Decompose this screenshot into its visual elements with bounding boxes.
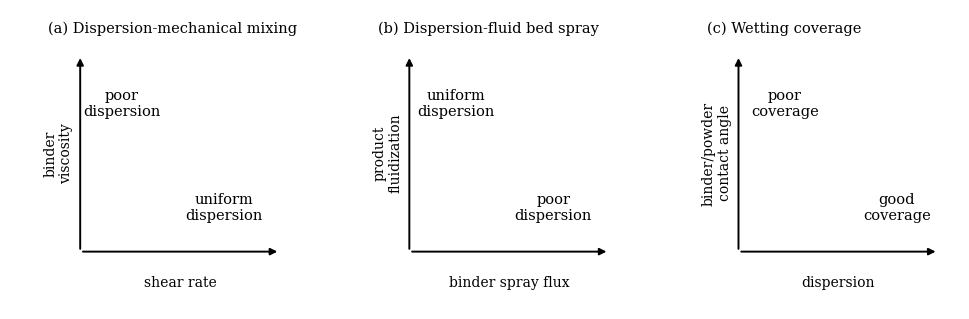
Text: uniform
dispersion: uniform dispersion xyxy=(417,89,494,119)
Text: product
fluidization: product fluidization xyxy=(372,114,402,193)
Text: (b) Dispersion-fluid bed spray: (b) Dispersion-fluid bed spray xyxy=(377,21,598,36)
Text: (c) Wetting coverage: (c) Wetting coverage xyxy=(706,21,860,36)
Text: binder spray flux: binder spray flux xyxy=(449,276,569,290)
Text: binder
viscosity: binder viscosity xyxy=(43,123,74,184)
Text: poor
coverage: poor coverage xyxy=(750,89,818,119)
Text: dispersion: dispersion xyxy=(800,276,874,290)
Text: good
coverage: good coverage xyxy=(862,193,930,223)
Text: shear rate: shear rate xyxy=(143,276,216,290)
Text: uniform
dispersion: uniform dispersion xyxy=(185,193,263,223)
Text: poor
dispersion: poor dispersion xyxy=(514,193,591,223)
Text: binder/powder
contact angle: binder/powder contact angle xyxy=(701,101,731,205)
Text: poor
dispersion: poor dispersion xyxy=(83,89,160,119)
Text: (a) Dispersion-mechanical mixing: (a) Dispersion-mechanical mixing xyxy=(48,21,297,36)
